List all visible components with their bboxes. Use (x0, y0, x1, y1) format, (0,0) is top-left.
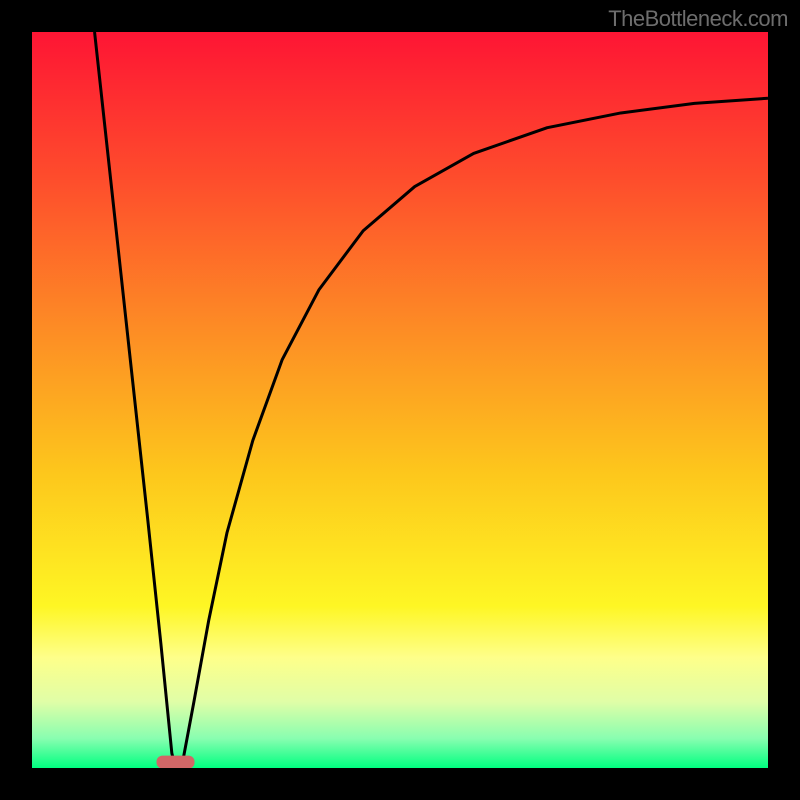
bottleneck-chart (0, 0, 800, 800)
watermark-text: TheBottleneck.com (608, 6, 788, 32)
min-marker (157, 756, 195, 769)
chart-background (32, 32, 768, 768)
